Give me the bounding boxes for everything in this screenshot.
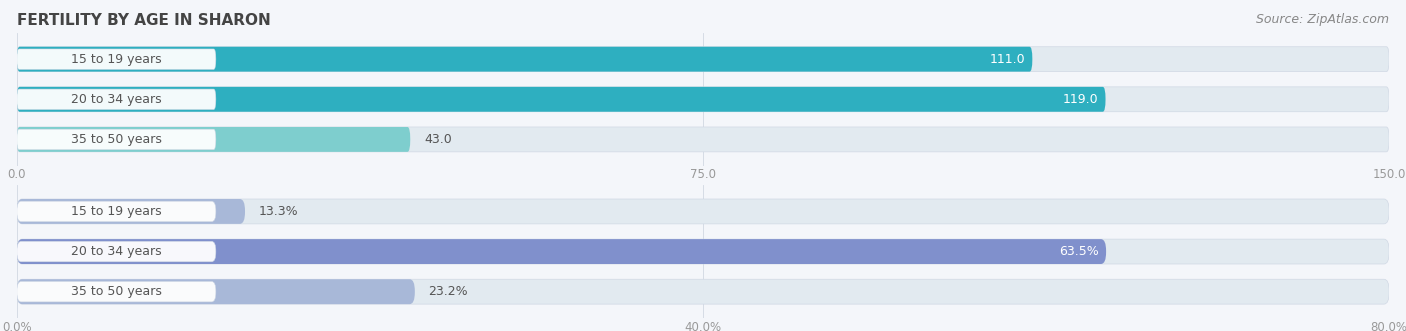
Text: 20 to 34 years: 20 to 34 years bbox=[72, 245, 162, 258]
FancyBboxPatch shape bbox=[17, 241, 217, 262]
Text: 15 to 19 years: 15 to 19 years bbox=[72, 53, 162, 66]
Text: 13.3%: 13.3% bbox=[259, 205, 298, 218]
Text: 23.2%: 23.2% bbox=[429, 285, 468, 298]
Text: 43.0: 43.0 bbox=[425, 133, 451, 146]
FancyBboxPatch shape bbox=[17, 279, 1389, 304]
FancyBboxPatch shape bbox=[17, 239, 1389, 264]
Text: 63.5%: 63.5% bbox=[1060, 245, 1099, 258]
Text: 119.0: 119.0 bbox=[1063, 93, 1098, 106]
FancyBboxPatch shape bbox=[17, 127, 1389, 152]
Text: 15 to 19 years: 15 to 19 years bbox=[72, 205, 162, 218]
FancyBboxPatch shape bbox=[17, 47, 1389, 71]
FancyBboxPatch shape bbox=[17, 281, 217, 302]
FancyBboxPatch shape bbox=[17, 87, 1389, 112]
FancyBboxPatch shape bbox=[17, 47, 1032, 71]
FancyBboxPatch shape bbox=[17, 89, 217, 110]
Text: 35 to 50 years: 35 to 50 years bbox=[70, 285, 162, 298]
FancyBboxPatch shape bbox=[17, 49, 217, 70]
FancyBboxPatch shape bbox=[17, 199, 1389, 224]
Text: 111.0: 111.0 bbox=[990, 53, 1025, 66]
FancyBboxPatch shape bbox=[17, 127, 411, 152]
FancyBboxPatch shape bbox=[17, 87, 1105, 112]
Text: 35 to 50 years: 35 to 50 years bbox=[70, 133, 162, 146]
FancyBboxPatch shape bbox=[17, 129, 217, 150]
FancyBboxPatch shape bbox=[17, 279, 415, 304]
FancyBboxPatch shape bbox=[17, 199, 245, 224]
FancyBboxPatch shape bbox=[17, 239, 1107, 264]
FancyBboxPatch shape bbox=[17, 201, 217, 222]
Text: 20 to 34 years: 20 to 34 years bbox=[72, 93, 162, 106]
Text: FERTILITY BY AGE IN SHARON: FERTILITY BY AGE IN SHARON bbox=[17, 13, 270, 28]
Text: Source: ZipAtlas.com: Source: ZipAtlas.com bbox=[1256, 13, 1389, 26]
